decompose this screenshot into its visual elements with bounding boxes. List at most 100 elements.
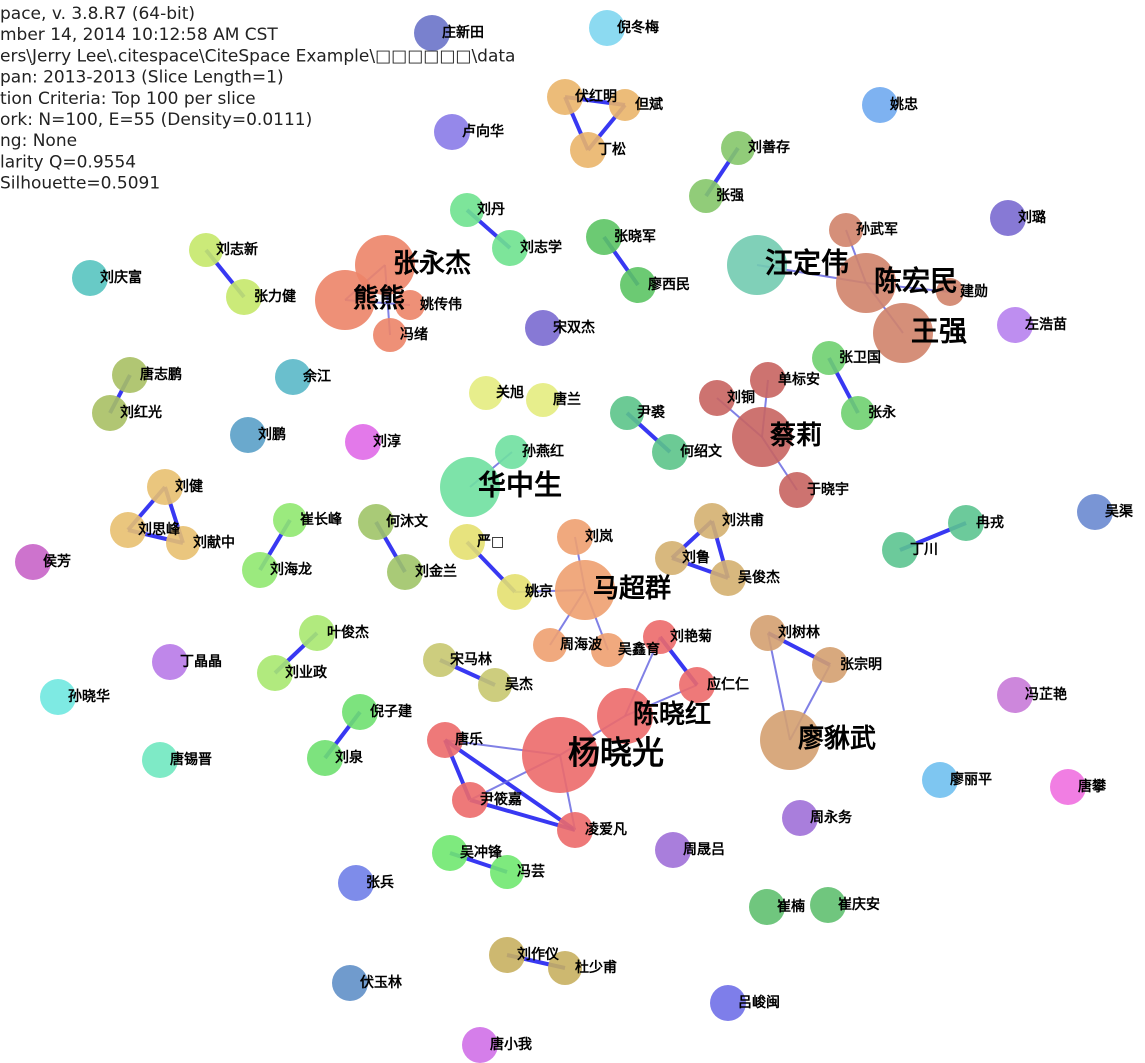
node bbox=[395, 290, 425, 320]
node-label: 孙晓华 bbox=[68, 688, 110, 705]
node bbox=[710, 985, 746, 1021]
node-label: 杜少甫 bbox=[575, 959, 617, 976]
node-label: 唐志鹏 bbox=[140, 366, 182, 383]
node-label: 建勋 bbox=[960, 283, 988, 300]
node-label: 张宗明 bbox=[840, 656, 882, 673]
node-label: 刘海龙 bbox=[270, 561, 312, 578]
node bbox=[689, 179, 723, 213]
node bbox=[732, 407, 792, 467]
node-label: 王强 bbox=[911, 315, 967, 348]
node-label: 刘金兰 bbox=[415, 563, 457, 580]
node-label: 刘红光 bbox=[120, 404, 162, 421]
node bbox=[427, 722, 463, 758]
node-label: 吴俊杰 bbox=[738, 569, 780, 586]
node bbox=[452, 782, 488, 818]
node-label: 刘善存 bbox=[748, 139, 790, 156]
node-label: 丁晶晶 bbox=[180, 654, 222, 670]
node bbox=[922, 762, 958, 798]
node bbox=[373, 318, 407, 352]
node-label: 卢向华 bbox=[462, 123, 504, 140]
node-label: 宋双杰 bbox=[552, 319, 595, 336]
node-label: 刘健 bbox=[175, 478, 203, 495]
node-label: 冯绪 bbox=[400, 326, 428, 343]
node bbox=[652, 434, 688, 470]
node bbox=[557, 519, 593, 555]
node bbox=[432, 835, 468, 871]
node-label: 刘艳菊 bbox=[670, 628, 712, 645]
node-label: 尹裘 bbox=[637, 404, 666, 421]
node bbox=[189, 233, 223, 267]
node-label: 华中生 bbox=[478, 469, 562, 502]
node bbox=[862, 87, 898, 123]
header-line: tion Criteria: Top 100 per slice bbox=[0, 89, 256, 109]
header: pace, v. 3.8.R7 (64-bit)mber 14, 2014 10… bbox=[0, 4, 515, 194]
node bbox=[110, 512, 146, 548]
node bbox=[166, 526, 200, 560]
node-label: 伏红明 bbox=[575, 88, 617, 105]
node-label: 宋马林 bbox=[449, 651, 492, 668]
node bbox=[779, 472, 815, 508]
node-label: 丁川 bbox=[910, 542, 938, 558]
node-label: 廖丽平 bbox=[950, 771, 992, 788]
node bbox=[1077, 494, 1113, 530]
node bbox=[345, 424, 381, 460]
node-label: 崔长峰 bbox=[300, 511, 343, 528]
node bbox=[597, 688, 653, 744]
node bbox=[92, 395, 128, 431]
node bbox=[15, 544, 51, 580]
node-label: 刘献中 bbox=[193, 534, 235, 551]
node-label: 刘业政 bbox=[285, 664, 328, 681]
node bbox=[589, 10, 625, 46]
node-label: 张晓军 bbox=[614, 228, 656, 245]
node bbox=[273, 503, 307, 537]
node bbox=[152, 644, 188, 680]
node bbox=[997, 307, 1033, 343]
node bbox=[749, 889, 785, 925]
header-line: ng: None bbox=[0, 131, 77, 151]
node-label: 倪子建 bbox=[370, 703, 412, 720]
node-label: 伏玉林 bbox=[360, 974, 402, 991]
node bbox=[358, 504, 394, 540]
node-label: 倪冬梅 bbox=[617, 19, 659, 36]
node-label: 吴冲锋 bbox=[460, 844, 503, 861]
node bbox=[557, 812, 593, 848]
node bbox=[555, 560, 615, 620]
node bbox=[873, 303, 933, 363]
node-label: 刘岚 bbox=[585, 528, 613, 545]
node bbox=[694, 503, 730, 539]
node bbox=[586, 219, 622, 255]
node bbox=[495, 435, 529, 469]
node-label: 庄新田 bbox=[442, 24, 484, 41]
node-label: 孙燕红 bbox=[522, 443, 564, 460]
node bbox=[490, 855, 524, 889]
node-label: 尹筱嘉 bbox=[480, 791, 522, 808]
node-label: 陈晓红 bbox=[633, 699, 711, 730]
node bbox=[727, 235, 787, 295]
node-label: 左浩苗 bbox=[1024, 316, 1067, 333]
node-label: 唐小我 bbox=[490, 1036, 532, 1053]
node bbox=[492, 230, 528, 266]
node-label: 唐乐 bbox=[455, 731, 483, 748]
node bbox=[299, 615, 335, 651]
node-label: 吴鑫育 bbox=[618, 641, 660, 658]
node-label: 刘思峰 bbox=[138, 521, 181, 538]
node bbox=[997, 677, 1033, 713]
node bbox=[936, 278, 964, 306]
node bbox=[829, 213, 863, 247]
node-label: 刘鲁 bbox=[682, 549, 710, 566]
node-label: 姚忠 bbox=[889, 96, 918, 113]
node-label: 余江 bbox=[302, 368, 331, 385]
node bbox=[332, 965, 368, 1001]
node bbox=[710, 560, 746, 596]
node bbox=[342, 694, 378, 730]
node-label: 叶俊杰 bbox=[327, 624, 369, 641]
header-line: ers\Jerry Lee\.citespace\CiteSpace Examp… bbox=[0, 46, 515, 66]
node-label: 张强 bbox=[716, 188, 744, 204]
node-label: 崔楠 bbox=[777, 898, 805, 915]
node bbox=[750, 615, 786, 651]
node-label: 廖貅武 bbox=[798, 723, 876, 754]
node bbox=[750, 362, 786, 398]
node-label: 刘洪甫 bbox=[722, 512, 764, 529]
node-label: 刘铜 bbox=[727, 389, 755, 406]
